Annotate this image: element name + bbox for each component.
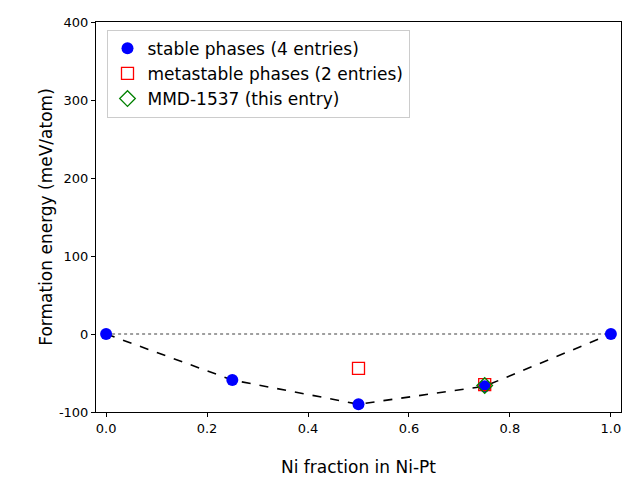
- svg-text:0.8: 0.8: [500, 421, 521, 436]
- svg-text:300: 300: [64, 93, 89, 108]
- svg-text:1.0: 1.0: [601, 421, 622, 436]
- svg-text:400: 400: [64, 15, 89, 30]
- svg-text:0.2: 0.2: [197, 421, 218, 436]
- svg-text:Formation energy (meV/atom): Formation energy (meV/atom): [36, 88, 56, 346]
- svg-text:0.6: 0.6: [399, 421, 420, 436]
- svg-text:100: 100: [64, 249, 89, 264]
- svg-text:metastable phases (2 entries): metastable phases (2 entries): [148, 64, 403, 84]
- svg-text:-100: -100: [59, 405, 89, 420]
- svg-text:0.0: 0.0: [96, 421, 117, 436]
- svg-text:0: 0: [80, 327, 88, 342]
- svg-text:Ni fraction in Ni-Pt: Ni fraction in Ni-Pt: [281, 457, 436, 477]
- svg-text:stable phases (4 entries): stable phases (4 entries): [148, 39, 359, 59]
- svg-text:0.4: 0.4: [298, 421, 319, 436]
- svg-text:MMD-1537 (this entry): MMD-1537 (this entry): [148, 89, 340, 109]
- svg-text:200: 200: [64, 171, 89, 186]
